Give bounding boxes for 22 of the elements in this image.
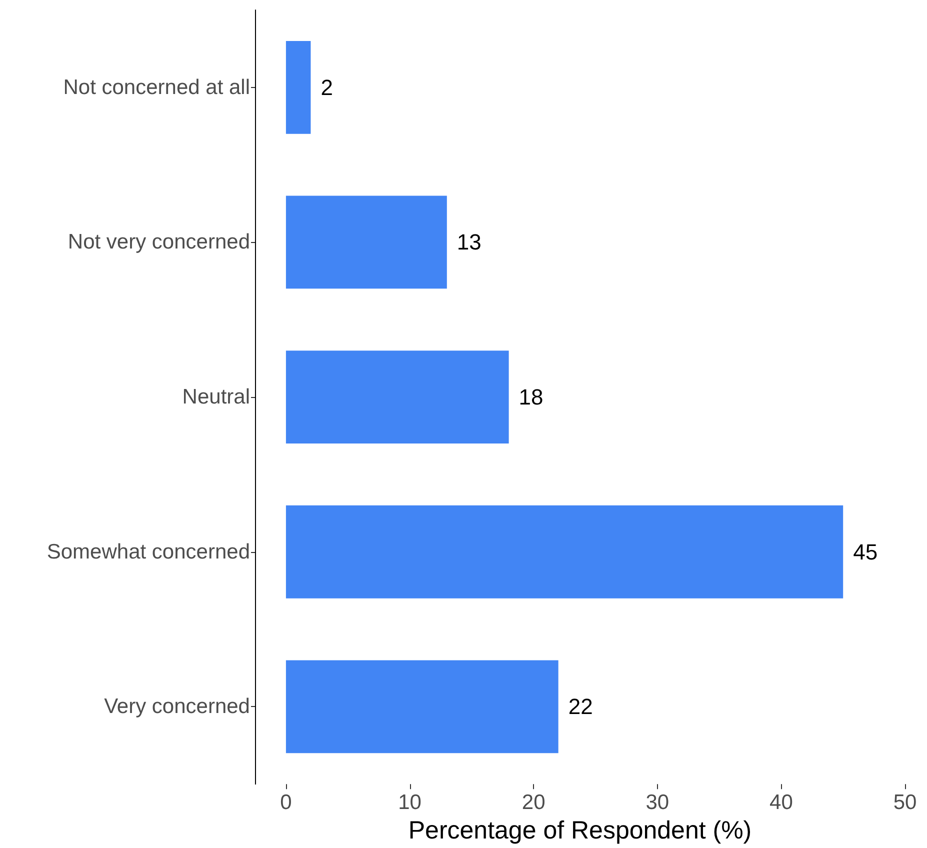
data-label: 2: [320, 74, 333, 100]
data-label: 13: [456, 230, 482, 255]
x-tick-label: 20: [522, 791, 546, 814]
x-tick-label: 0: [280, 791, 292, 814]
bar: [286, 350, 509, 444]
y-tick-label: Very concerned: [104, 695, 250, 718]
bar: [286, 660, 558, 754]
x-tick-label: 50: [893, 791, 917, 814]
y-tick-label: Not concerned at all: [63, 76, 250, 99]
x-tick-label: 10: [398, 791, 422, 814]
x-tick-label: 40: [770, 791, 793, 814]
x-axis-title: Percentage of Respondent (%): [408, 816, 752, 844]
data-label: 45: [853, 539, 878, 564]
x-tick-label: 30: [646, 791, 670, 814]
bar: [286, 196, 447, 289]
y-tick-label: Not very concerned: [68, 230, 250, 254]
data-label: 22: [568, 694, 593, 720]
bar: [286, 40, 311, 134]
y-tick-label: Neutral: [182, 386, 250, 409]
data-label: 18: [518, 384, 544, 410]
bar: [286, 505, 844, 598]
y-tick-label: Somewhat concerned: [46, 540, 250, 564]
